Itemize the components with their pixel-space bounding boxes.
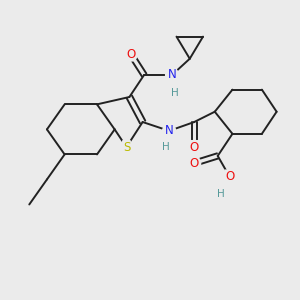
Text: H: H [217, 189, 224, 199]
Circle shape [188, 141, 201, 154]
Circle shape [163, 124, 176, 137]
Text: O: O [190, 141, 199, 154]
Text: O: O [225, 170, 234, 183]
Text: H: H [162, 142, 170, 152]
Circle shape [120, 141, 133, 154]
Text: S: S [123, 141, 130, 154]
Circle shape [188, 157, 201, 170]
Circle shape [166, 68, 178, 81]
Text: N: N [168, 68, 176, 81]
Circle shape [223, 170, 236, 183]
Text: O: O [190, 157, 199, 170]
Text: O: O [126, 48, 136, 61]
Text: N: N [165, 124, 173, 137]
Circle shape [124, 48, 137, 61]
Text: H: H [171, 88, 179, 98]
